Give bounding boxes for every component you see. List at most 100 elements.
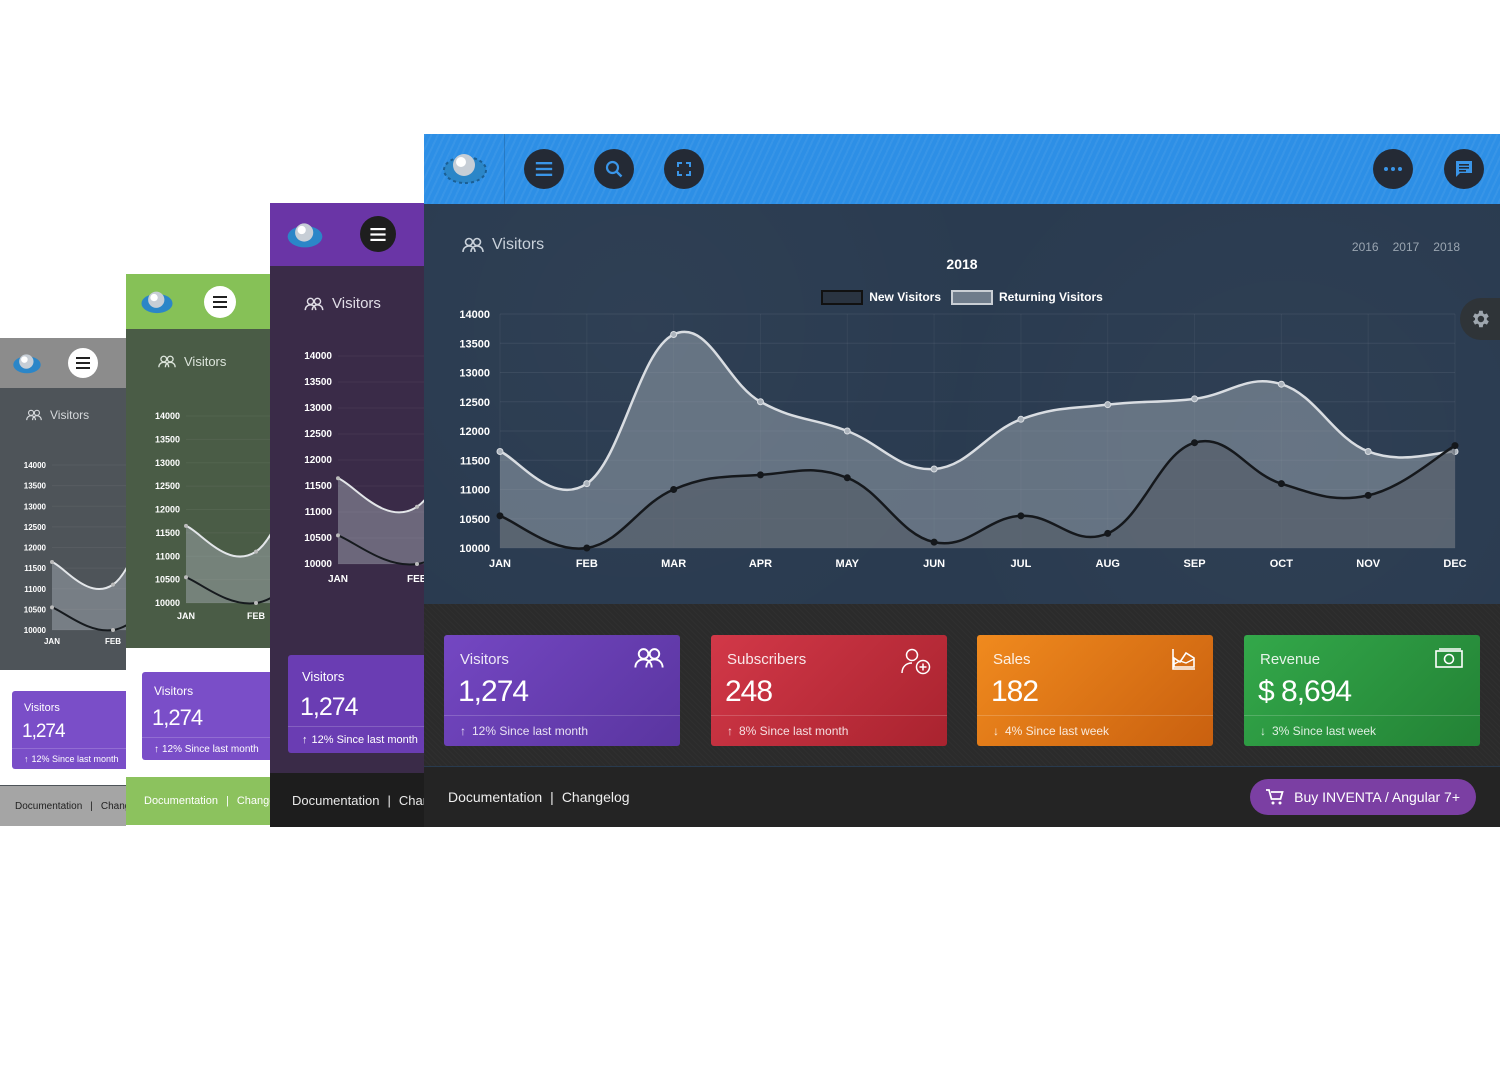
- data-point[interactable]: [583, 480, 591, 488]
- menu-button[interactable]: [68, 348, 98, 378]
- documentation-link[interactable]: Documentation: [448, 789, 543, 805]
- users-icon: [304, 297, 324, 310]
- changelog-link[interactable]: Change: [236, 795, 270, 807]
- y-tick-label: 12000: [459, 426, 490, 438]
- card-footer-text: 12% Since last month: [472, 724, 589, 738]
- chat-icon: [1456, 161, 1472, 177]
- fullscreen-icon: [677, 162, 691, 176]
- buy-button[interactable]: Buy INVENTA / Angular 7+: [1250, 779, 1476, 815]
- documentation-link[interactable]: Documentation: [292, 792, 380, 808]
- x-tick-label: FEB: [407, 574, 424, 585]
- logo: [12, 350, 42, 377]
- data-point[interactable]: [930, 465, 938, 473]
- chart-title: Visitors: [184, 354, 227, 369]
- data-point[interactable]: [1017, 512, 1025, 520]
- header-bar: [126, 274, 270, 329]
- x-tick-label: JAN: [177, 611, 195, 621]
- y-tick-label: 12500: [155, 481, 180, 491]
- y-tick-label: 12000: [155, 505, 180, 515]
- x-tick-label: MAR: [661, 558, 686, 570]
- data-point[interactable]: [496, 447, 504, 455]
- theme-preview-green: Visitors 14000 13500 13000 12500 12000 11500 1…: [126, 274, 270, 825]
- chart-header-title: Visitors: [492, 236, 545, 253]
- card-title: Visitors: [460, 651, 509, 668]
- series-area-returning-visitors: [52, 561, 126, 630]
- data-point[interactable]: [670, 330, 678, 338]
- data-point[interactable]: [756, 471, 764, 479]
- year-2017[interactable]: 2017: [1392, 240, 1420, 254]
- documentation-link[interactable]: Documentation: [15, 800, 83, 812]
- data-point[interactable]: [496, 512, 504, 520]
- card-footer: ↑ 8% Since last month: [711, 715, 947, 746]
- menu-icon: [76, 357, 90, 369]
- users-icon: [634, 647, 664, 674]
- x-tick-label: JAN: [44, 637, 60, 646]
- data-point: [254, 549, 258, 554]
- footer: Documentation | Changelog Buy INVENTA / …: [424, 767, 1500, 827]
- data-point[interactable]: [843, 427, 851, 435]
- legend-label: New Visitors: [869, 290, 941, 304]
- data-point[interactable]: [1191, 439, 1199, 447]
- x-tick-label: MAY: [836, 558, 860, 570]
- chart-header: Visitors: [158, 354, 226, 369]
- data-point[interactable]: [1277, 480, 1285, 488]
- documentation-link[interactable]: Documentation: [144, 795, 218, 807]
- data-point[interactable]: [1277, 380, 1285, 388]
- area-chart-icon: [1171, 647, 1197, 676]
- y-tick-label: 14000: [304, 351, 332, 362]
- y-tick-label: 13500: [304, 377, 332, 388]
- card-footer-text: 3% Since last week: [1272, 724, 1377, 738]
- menu-button[interactable]: [360, 216, 396, 252]
- year-2018[interactable]: 2018: [1433, 240, 1460, 254]
- y-tick-label: 12500: [24, 523, 47, 532]
- year-2016[interactable]: 2016: [1351, 240, 1379, 254]
- data-point[interactable]: [1191, 395, 1199, 403]
- arrow-down-icon: ↓: [1260, 724, 1266, 738]
- chat-button[interactable]: [1444, 149, 1484, 189]
- card-title: Visitors: [24, 702, 60, 714]
- y-tick-label: 13000: [155, 458, 180, 468]
- legend-returning-visitors[interactable]: Returning Visitors: [951, 290, 1103, 306]
- data-point[interactable]: [1451, 442, 1459, 450]
- changelog-link[interactable]: Chang: [398, 792, 424, 808]
- x-tick-label: DEC: [1443, 558, 1466, 570]
- data-point[interactable]: [1104, 401, 1112, 409]
- legend-new-visitors[interactable]: New Visitors: [821, 290, 941, 306]
- more-options-button[interactable]: [1373, 149, 1413, 189]
- data-point[interactable]: [583, 544, 591, 552]
- series-line-new-visitors: [51, 606, 126, 632]
- data-point[interactable]: [1364, 491, 1372, 499]
- card-footer-text: 4% Since last week: [1005, 724, 1110, 738]
- series-area-returning-visitors: [338, 478, 424, 564]
- changelog-link[interactable]: Change: [100, 800, 126, 812]
- revenue-card: Revenue $ 8,694 ↓ 3% Since last week: [1244, 635, 1480, 746]
- data-point[interactable]: [930, 538, 938, 546]
- arrow-up-icon: ↑: [24, 754, 29, 764]
- data-point: [184, 523, 188, 528]
- data-point[interactable]: [1364, 447, 1372, 455]
- x-tick-label: SEP: [1184, 558, 1206, 570]
- fullscreen-button[interactable]: [664, 149, 704, 189]
- y-tick-label: 13500: [155, 434, 180, 444]
- visitors-chart: 10000 10500 11000 11500 12000 12500 13000 13500…: [459, 309, 1466, 570]
- data-point[interactable]: [1017, 415, 1025, 423]
- card-title: Visitors: [154, 684, 194, 698]
- menu-button[interactable]: [524, 149, 564, 189]
- more-icon: [1384, 167, 1402, 171]
- x-tick-label: APR: [749, 558, 772, 570]
- changelog-link[interactable]: Changelog: [561, 789, 630, 805]
- mini-chart: 14000 13500 13000 12500 12000 11500 11000 10500…: [24, 461, 126, 646]
- data-point[interactable]: [670, 486, 678, 493]
- search-button[interactable]: [594, 149, 634, 189]
- footer: Documentation | Change: [0, 786, 126, 826]
- settings-button[interactable]: [1460, 298, 1500, 340]
- series-line-new-visitors: [499, 439, 1456, 550]
- legend-swatch: [821, 290, 864, 306]
- data-point[interactable]: [1104, 529, 1112, 537]
- money-icon: [1434, 647, 1464, 674]
- data-point: [415, 562, 419, 566]
- menu-button[interactable]: [204, 286, 236, 318]
- data-point[interactable]: [756, 398, 764, 406]
- x-tick-label: FEB: [105, 637, 121, 646]
- data-point[interactable]: [843, 474, 851, 482]
